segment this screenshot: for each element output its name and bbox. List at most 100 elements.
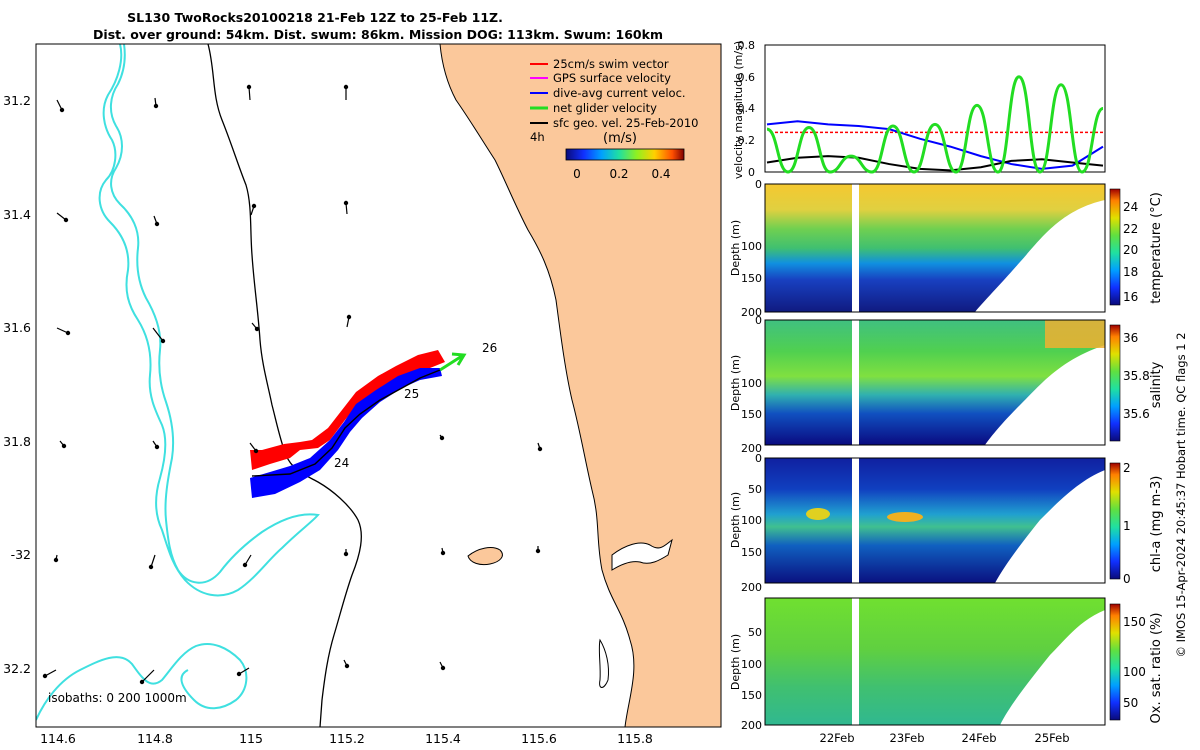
cb-tick: 36 xyxy=(1123,331,1138,345)
glider-track xyxy=(251,369,441,477)
estuary xyxy=(611,538,673,571)
map-colorbar xyxy=(565,148,685,161)
map-legend: 25cm/s swim vector GPS surface velocity … xyxy=(530,57,699,181)
arrow xyxy=(56,212,69,223)
arrow xyxy=(343,549,349,557)
legend-gps: GPS surface velocity xyxy=(553,71,671,85)
panel-frame xyxy=(764,597,1106,726)
cb-tick: 22 xyxy=(1123,222,1138,236)
depth-label: Depth (m) xyxy=(729,220,742,276)
x-tick: 114.8 xyxy=(137,731,173,746)
y-tick: 200 xyxy=(741,581,762,594)
data-gap xyxy=(852,458,859,583)
arrow xyxy=(346,314,352,328)
high-salinity-patch xyxy=(1045,320,1105,348)
chla-title: chl-a (mg m-3) xyxy=(1149,476,1164,573)
y-tick: 100 xyxy=(741,377,762,390)
legend-note: 4h xyxy=(530,130,545,144)
cb-tick: 35.6 xyxy=(1123,407,1150,421)
cb-tick: 18 xyxy=(1123,265,1138,279)
arrow xyxy=(236,667,250,677)
colorbar-ticks: 24 22 20 18 16 36 35.8 35.6 2 1 0 150 10… xyxy=(1123,200,1150,710)
cb-tick: 2 xyxy=(1123,461,1131,475)
oxygen-colorbar xyxy=(1109,603,1121,721)
x-tick: 115.2 xyxy=(329,731,365,746)
arrow xyxy=(343,200,349,215)
isobath-1000 xyxy=(98,44,320,597)
oxygen-title: Ox. sat. ratio (%) xyxy=(1149,613,1164,724)
arrow xyxy=(535,546,541,554)
y-tick: 0.2 xyxy=(738,134,756,147)
date-tick: 24Feb xyxy=(962,731,997,745)
arrow xyxy=(152,327,166,344)
legend-geo: sfc geo. vel. 25-Feb-2010 xyxy=(553,116,699,130)
legend-net: net glider velocity xyxy=(553,101,657,115)
y-tick: 100 xyxy=(741,240,762,253)
salinity-panel xyxy=(764,319,1121,446)
chla-max-patch xyxy=(806,508,830,520)
y-tick: -32 xyxy=(11,547,31,562)
chla-colorbar xyxy=(1109,462,1121,580)
arrow xyxy=(56,327,71,336)
arrow xyxy=(152,440,160,450)
temperature-field xyxy=(765,184,1105,312)
y-tick: 31.8 xyxy=(3,434,31,449)
temperature-panel xyxy=(764,183,1121,313)
y-tick: 150 xyxy=(741,272,762,285)
arrow xyxy=(250,203,257,216)
y-tick: 200 xyxy=(741,442,762,455)
net-velocity-arrow xyxy=(439,352,467,372)
salinity-title: salinity xyxy=(1149,361,1164,408)
velocity-series xyxy=(766,75,1104,174)
arrow xyxy=(251,322,260,332)
cb-tick: 35.8 xyxy=(1123,369,1150,383)
y-tick: 0.4 xyxy=(738,102,756,115)
series-dive-avg-current-veloc xyxy=(766,120,1104,170)
salinity-colorbar xyxy=(1109,324,1121,442)
x-tick: 114.6 xyxy=(40,731,76,746)
y-tick: 0 xyxy=(755,452,762,465)
y-tick: 31.6 xyxy=(3,320,31,335)
depth-label: Depth (m) xyxy=(729,634,742,690)
current-vectors xyxy=(250,368,442,498)
island xyxy=(467,547,503,566)
panel-frame xyxy=(764,457,1106,584)
date-tick: 22Feb xyxy=(820,731,855,745)
cb-tick: 1 xyxy=(1123,519,1131,533)
chla-max-patch xyxy=(887,512,923,522)
map-x-ticks: 114.6 114.8 115 115.2 115.4 115.6 115.8 xyxy=(40,731,653,746)
y-tick: 200 xyxy=(741,306,762,319)
x-tick: 115.4 xyxy=(425,731,461,746)
arrow xyxy=(439,661,446,671)
arrow xyxy=(439,434,445,441)
cb-tick: 24 xyxy=(1123,200,1138,214)
arrow xyxy=(59,440,67,449)
colorbar-tick: 0.2 xyxy=(609,167,628,181)
series-net-glider-velocity xyxy=(766,75,1104,174)
y-tick: 0 xyxy=(755,314,762,327)
cb-tick: 100 xyxy=(1123,665,1146,679)
arrow xyxy=(246,84,252,101)
y-tick: 0.8 xyxy=(738,39,756,52)
temperature-colorbar xyxy=(1109,188,1121,306)
chla-panel xyxy=(764,457,1121,584)
day-label: 25 xyxy=(404,387,419,401)
day-label: 26 xyxy=(482,341,497,355)
y-tick: 0 xyxy=(755,178,762,191)
y-tick: 0.6 xyxy=(738,71,756,84)
x-tick: 115.6 xyxy=(521,731,557,746)
arrow xyxy=(53,554,59,563)
arrow xyxy=(537,442,543,452)
chla-field xyxy=(765,458,1105,583)
legend-current: dive-avg current veloc. xyxy=(553,86,686,100)
x-tick: 115.8 xyxy=(617,731,653,746)
map-frame xyxy=(35,43,722,728)
y-tick: 150 xyxy=(741,689,762,702)
section-y-ticks: 0 100 150 200 0 100 150 200 0 50 100 150… xyxy=(741,178,762,732)
colorbar-tick: 0.4 xyxy=(651,167,670,181)
date-ticks: 22Feb 23Feb 24Feb 25Feb xyxy=(820,731,1070,745)
y-tick: 100 xyxy=(741,514,762,527)
arrow xyxy=(249,442,259,454)
colorbar-tick: 0 xyxy=(573,167,581,181)
